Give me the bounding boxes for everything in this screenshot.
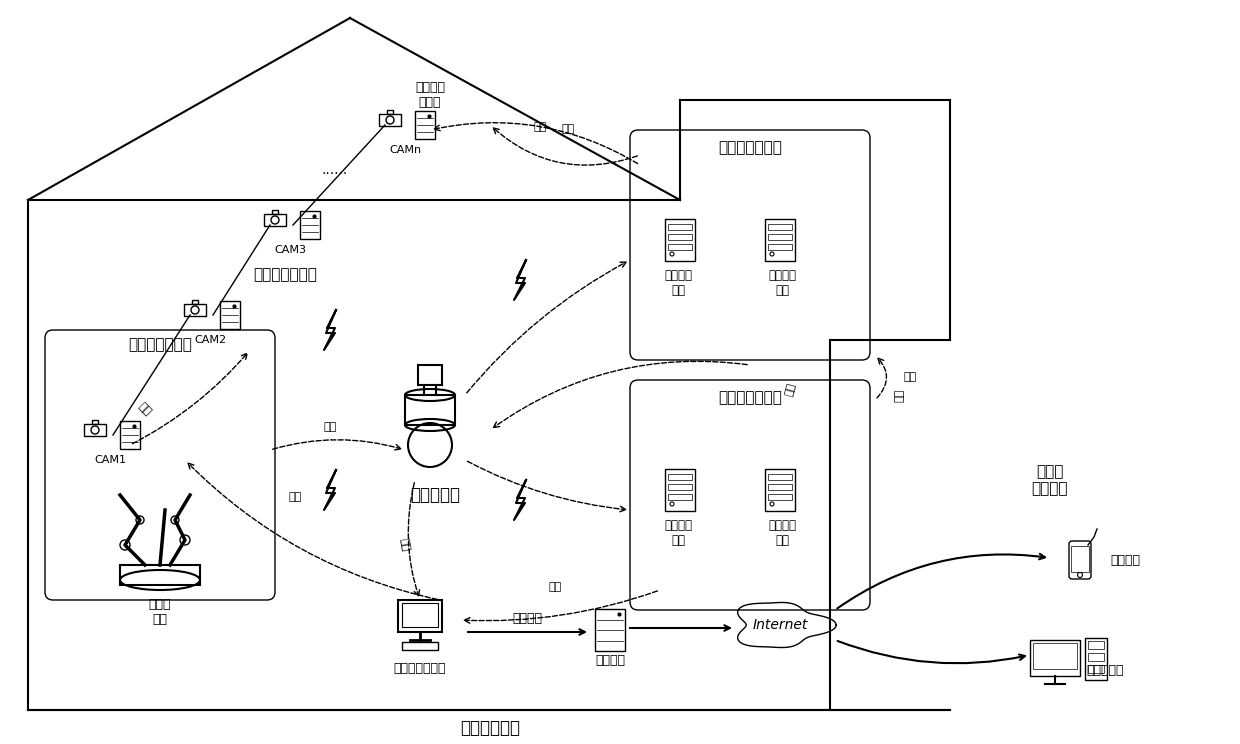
Bar xyxy=(665,469,694,511)
Text: 物理执行类资源: 物理执行类资源 xyxy=(128,338,192,353)
Text: CAM2: CAM2 xyxy=(193,335,226,345)
Bar xyxy=(300,211,320,239)
Text: 家内网关: 家内网关 xyxy=(595,653,625,667)
Bar xyxy=(668,484,692,490)
Text: 组合: 组合 xyxy=(562,124,574,134)
Text: 指令: 指令 xyxy=(784,382,796,397)
Text: 全局摄像
头网络: 全局摄像 头网络 xyxy=(415,81,445,109)
Bar xyxy=(768,224,792,230)
Text: ......: ...... xyxy=(322,163,348,177)
Bar xyxy=(272,211,278,214)
Bar xyxy=(219,301,241,329)
Text: 远程计算机: 远程计算机 xyxy=(1086,664,1123,676)
Bar xyxy=(1033,643,1078,669)
Text: 语音识别
节点: 语音识别 节点 xyxy=(768,269,796,297)
Bar xyxy=(405,395,455,425)
Text: 复杂计算类资源: 复杂计算类资源 xyxy=(718,141,782,155)
Text: 组合: 组合 xyxy=(324,422,336,432)
Bar xyxy=(1085,638,1107,680)
Bar xyxy=(668,244,692,250)
Bar xyxy=(184,304,206,316)
Bar xyxy=(668,474,692,480)
Bar xyxy=(264,214,286,226)
Text: 组合: 组合 xyxy=(399,537,412,552)
Bar xyxy=(768,234,792,240)
Text: 操作知识
节点: 操作知识 节点 xyxy=(768,519,796,547)
Bar xyxy=(387,110,393,114)
Bar xyxy=(665,219,694,261)
Text: 组合: 组合 xyxy=(548,582,562,592)
Bar xyxy=(768,484,792,490)
Text: 组合: 组合 xyxy=(533,122,547,132)
Bar xyxy=(595,609,625,651)
Text: 机械臂
节点: 机械臂 节点 xyxy=(149,598,171,626)
Bar xyxy=(84,423,107,437)
Text: 指令: 指令 xyxy=(904,372,916,382)
Text: 组合: 组合 xyxy=(136,400,154,417)
Text: 路径规划
节点: 路径规划 节点 xyxy=(663,269,692,297)
Text: 指令: 指令 xyxy=(895,389,905,402)
Bar xyxy=(668,224,692,230)
Bar xyxy=(1071,546,1089,572)
Bar xyxy=(120,421,140,449)
Bar xyxy=(192,301,198,304)
Bar xyxy=(1087,641,1104,649)
Text: CAM1: CAM1 xyxy=(94,455,126,465)
Text: 移动机器人: 移动机器人 xyxy=(410,486,460,504)
Circle shape xyxy=(136,516,144,524)
Text: 远程辅助: 远程辅助 xyxy=(512,612,542,625)
Bar xyxy=(768,494,792,500)
Text: CAM3: CAM3 xyxy=(274,245,306,255)
Bar xyxy=(378,114,402,126)
Circle shape xyxy=(171,516,179,524)
Bar xyxy=(1087,653,1104,661)
Bar xyxy=(1030,640,1080,676)
Bar xyxy=(92,420,98,423)
Bar xyxy=(768,244,792,250)
Bar xyxy=(120,565,200,585)
Text: Internet: Internet xyxy=(753,618,807,632)
Bar xyxy=(765,469,795,511)
Bar xyxy=(418,365,441,385)
Bar xyxy=(768,474,792,480)
Circle shape xyxy=(120,540,130,550)
Text: 本地服务资源: 本地服务资源 xyxy=(460,719,520,737)
Bar xyxy=(402,603,438,627)
Bar xyxy=(668,494,692,500)
Text: 环境地图
节点: 环境地图 节点 xyxy=(663,519,692,547)
Text: 组合: 组合 xyxy=(289,492,301,502)
Bar xyxy=(668,234,692,240)
Text: 互联网
辅助资源: 互联网 辅助资源 xyxy=(1032,464,1068,496)
Text: 智能手机: 智能手机 xyxy=(1110,554,1140,566)
Bar xyxy=(765,219,795,261)
Bar xyxy=(415,111,435,139)
Bar xyxy=(402,642,438,650)
Circle shape xyxy=(180,535,190,545)
Text: 动态感知类资源: 动态感知类资源 xyxy=(253,268,317,283)
Text: 数据知识类资源: 数据知识类资源 xyxy=(718,391,782,405)
Bar xyxy=(398,600,441,632)
Text: 网络接入服务器: 网络接入服务器 xyxy=(394,661,446,675)
Bar xyxy=(1087,665,1104,673)
Text: CAMn: CAMn xyxy=(389,145,422,155)
